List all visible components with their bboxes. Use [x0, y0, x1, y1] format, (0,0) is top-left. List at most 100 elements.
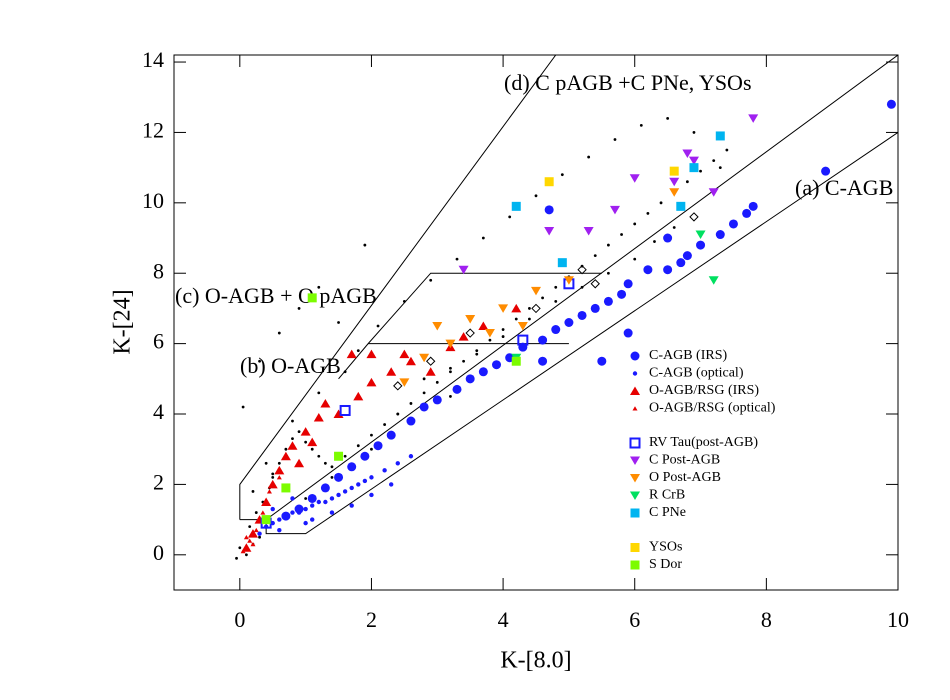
point — [247, 529, 258, 538]
point — [449, 395, 452, 398]
legend-label: RV Tau(post-AGB) — [649, 435, 758, 450]
point — [343, 454, 347, 458]
point — [577, 264, 587, 275]
point — [587, 155, 591, 159]
data-layer — [235, 99, 896, 560]
point — [718, 166, 722, 170]
point — [630, 474, 640, 483]
x-tick-label: 0 — [234, 607, 245, 632]
point — [310, 503, 315, 508]
point — [728, 219, 738, 229]
point — [261, 497, 272, 507]
point — [689, 163, 699, 173]
point — [689, 212, 699, 222]
y-tick-label: 4 — [153, 399, 164, 424]
point — [356, 482, 361, 487]
point — [462, 359, 465, 363]
legend-item: S Dor — [630, 557, 682, 572]
point — [303, 520, 308, 526]
point — [334, 472, 344, 482]
point — [511, 303, 522, 313]
point — [369, 475, 374, 480]
point — [534, 194, 538, 198]
point — [593, 254, 597, 258]
y-tick-label: 12 — [142, 117, 164, 142]
x-axis-label: K-[8.0] — [500, 648, 571, 674]
point — [538, 335, 548, 345]
point — [544, 177, 554, 187]
point — [277, 527, 282, 533]
point — [258, 359, 261, 363]
point — [676, 258, 686, 268]
point — [283, 513, 289, 519]
point — [646, 211, 650, 215]
point — [342, 489, 348, 494]
point — [307, 437, 318, 447]
point — [389, 482, 394, 487]
point — [432, 395, 442, 405]
x-tick-label: 6 — [629, 607, 640, 632]
legend-item: RV Tau(post-AGB) — [629, 435, 758, 450]
point — [320, 483, 330, 493]
point — [663, 233, 673, 243]
point — [590, 279, 600, 289]
point — [330, 475, 334, 479]
point — [659, 201, 663, 205]
point — [538, 356, 548, 366]
point — [267, 479, 278, 489]
point — [465, 374, 475, 384]
plot-frame — [173, 54, 899, 591]
point — [386, 430, 396, 440]
y-tick-label: 0 — [153, 540, 164, 565]
point — [271, 472, 275, 476]
point — [478, 367, 488, 377]
point — [243, 534, 249, 540]
point — [260, 510, 266, 515]
point — [349, 485, 354, 491]
point — [531, 286, 541, 296]
point — [630, 560, 640, 570]
legend-item: C-AGB (optical) — [632, 366, 744, 381]
point — [261, 515, 271, 525]
point — [291, 419, 294, 423]
point — [290, 510, 295, 515]
point — [339, 404, 351, 416]
point — [356, 444, 360, 448]
point — [396, 412, 400, 416]
point — [284, 447, 288, 451]
point — [748, 114, 759, 123]
point — [280, 451, 291, 461]
region-boundary — [239, 55, 557, 520]
point — [297, 430, 301, 434]
point — [429, 278, 433, 282]
point — [639, 123, 643, 127]
point — [514, 317, 518, 321]
point — [250, 541, 256, 547]
point — [257, 531, 262, 536]
point — [590, 303, 600, 313]
point — [708, 188, 719, 197]
point — [317, 454, 321, 458]
point — [297, 307, 301, 310]
point — [266, 489, 272, 494]
y-tick-label: 2 — [153, 469, 164, 494]
point — [630, 351, 640, 361]
point — [320, 398, 331, 408]
point — [554, 285, 558, 289]
point — [528, 317, 531, 321]
point — [620, 233, 623, 236]
point — [248, 525, 252, 529]
point — [708, 276, 719, 285]
point — [712, 159, 716, 162]
legend-item: C PNe — [630, 505, 686, 520]
point — [247, 538, 253, 543]
legend-label: O Post-AGB — [649, 470, 721, 485]
point — [685, 180, 689, 184]
point — [629, 174, 640, 183]
point — [307, 493, 317, 503]
point — [330, 465, 334, 469]
point — [531, 303, 541, 314]
point — [501, 328, 505, 331]
point — [528, 307, 531, 310]
point — [395, 461, 400, 466]
